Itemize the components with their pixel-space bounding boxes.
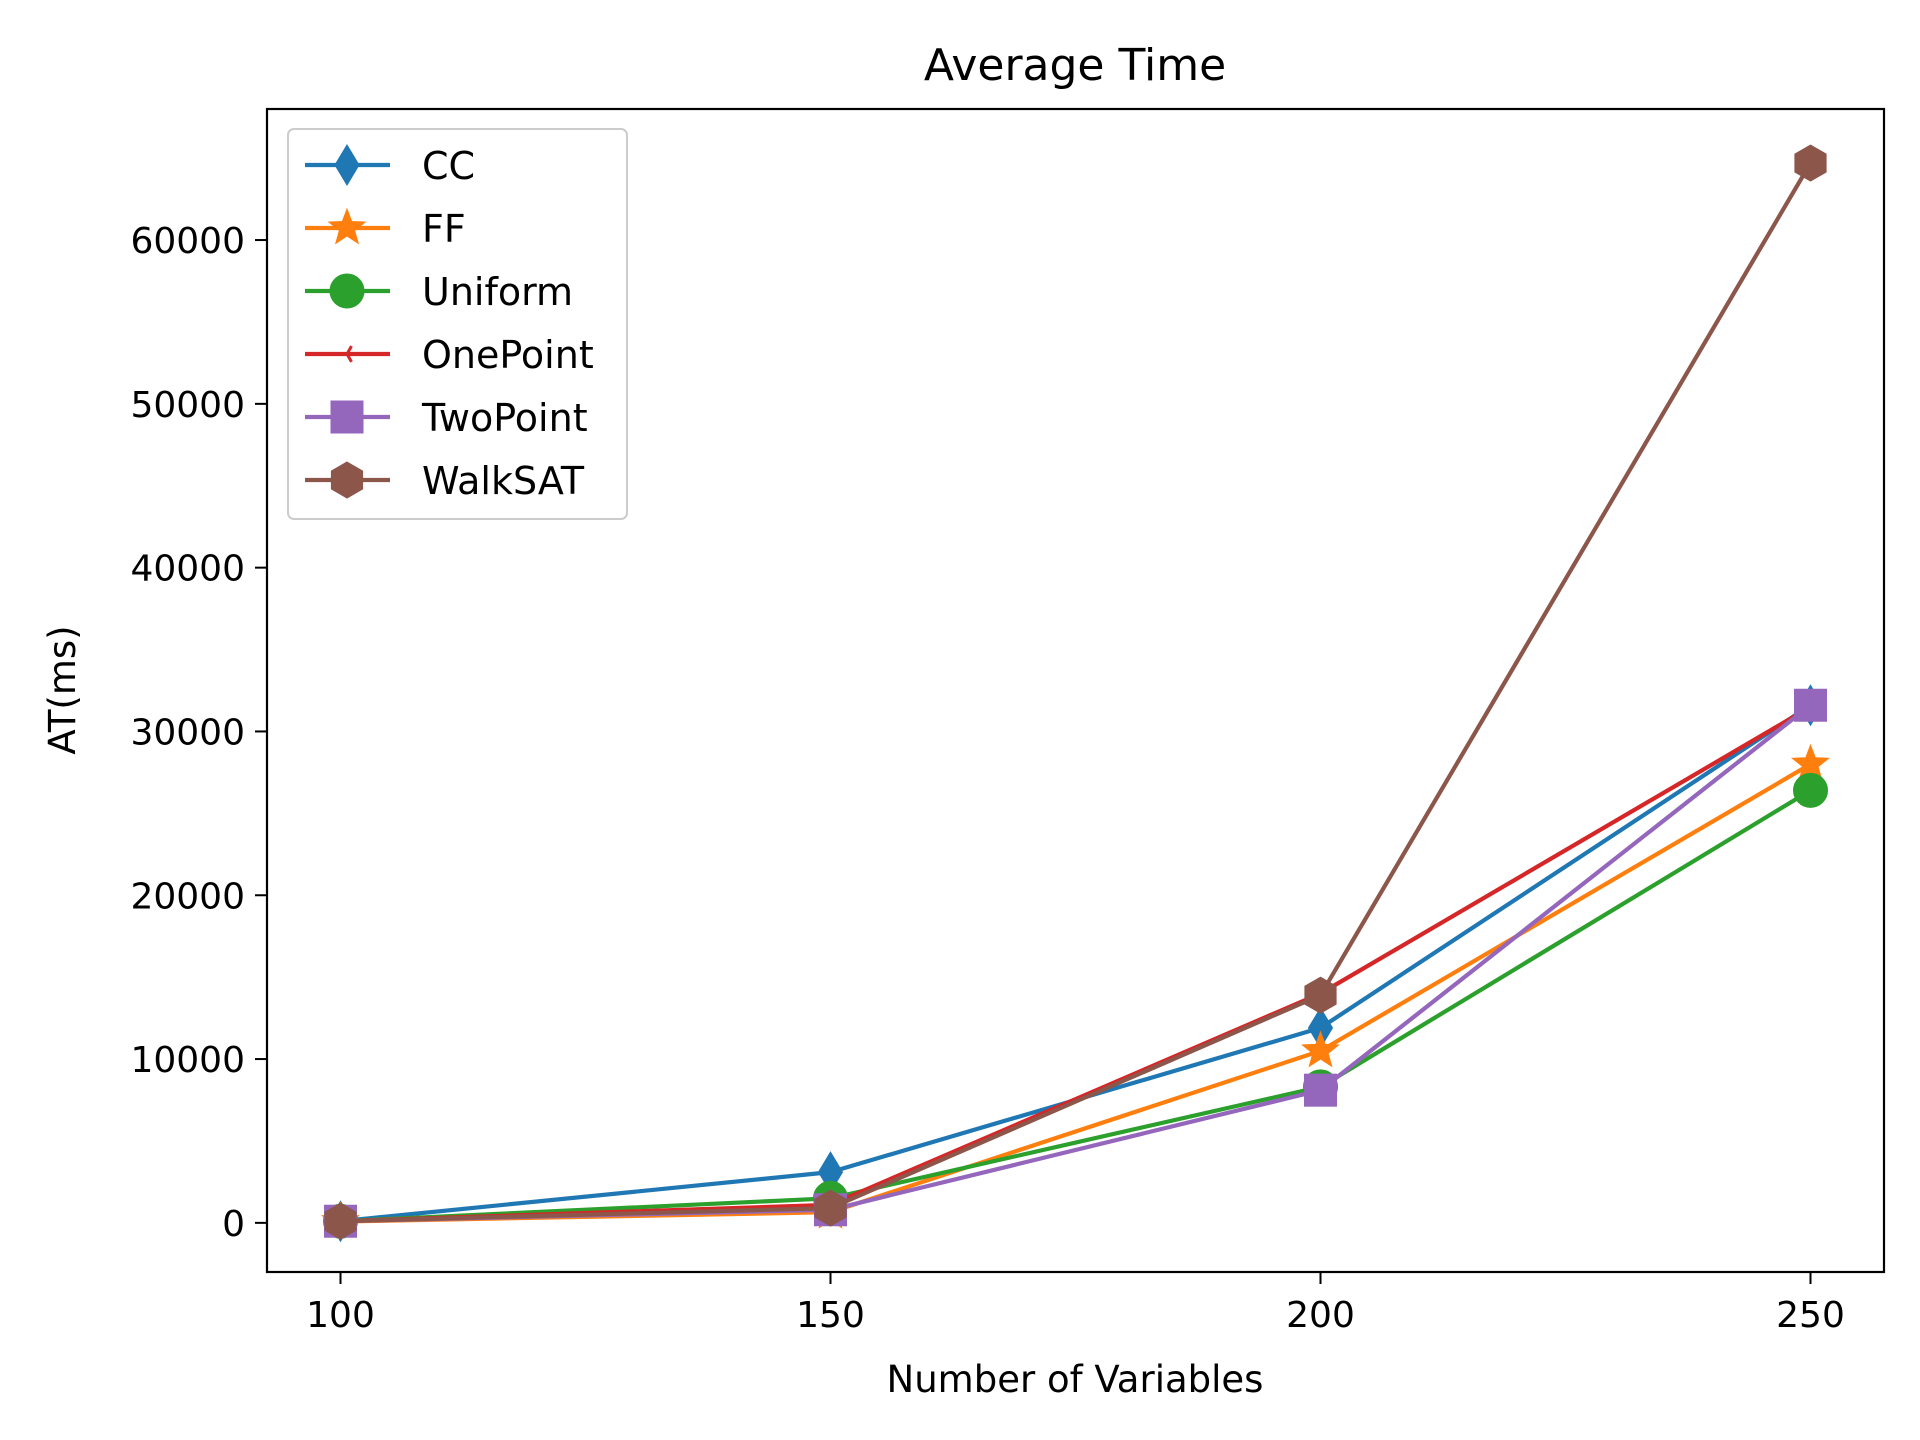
series-line-uniform	[340, 788, 1812, 1224]
y-tick-label: 40000	[130, 549, 245, 590]
legend-label: WalkSAT	[422, 459, 585, 503]
legend-label: Uniform	[422, 270, 573, 314]
x-axis: 100 150 200 250	[306, 1272, 1845, 1336]
legend-item-uniform: Uniform	[305, 270, 573, 314]
legend-marker-onepoint	[338, 345, 353, 363]
legend-marker-walksat	[330, 461, 364, 499]
series-layer	[321, 144, 1830, 1243]
data-point-uniform-3	[1793, 772, 1828, 808]
data-point-walksat-2	[1304, 976, 1337, 1014]
y-axis-label: AT(ms)	[41, 625, 84, 754]
legend-item-ff: FF	[305, 207, 466, 251]
y-tick-label: 60000	[130, 221, 245, 262]
legend-item-cc: CC	[305, 144, 475, 188]
x-axis-label: Number of Variables	[887, 1358, 1264, 1401]
legend: CC FF Uniform OnePoint TwoPoint WalkSAT	[287, 128, 628, 520]
data-point-twopoint-3	[1794, 688, 1827, 722]
legend-marker-ff	[327, 207, 367, 245]
series-walksat	[324, 144, 1827, 1240]
data-point-walksat-0	[324, 1202, 357, 1240]
x-tick-label: 200	[1286, 1295, 1355, 1336]
data-point-twopoint-2	[1304, 1073, 1337, 1107]
legend-marker-twopoint	[330, 400, 364, 434]
legend-label: CC	[422, 144, 475, 188]
y-axis: 0 10000 20000 30000 40000 50000 60000	[130, 221, 267, 1245]
y-tick-label: 30000	[130, 712, 245, 753]
y-tick-label: 50000	[130, 385, 245, 426]
x-tick-label: 250	[1776, 1295, 1845, 1336]
legend-label: FF	[422, 207, 466, 251]
plot-frame	[265, 107, 1886, 1274]
legend-item-twopoint: TwoPoint	[305, 396, 588, 440]
series-line-walksat	[340, 162, 1813, 1224]
legend-label: TwoPoint	[421, 396, 588, 440]
legend-item-onepoint: OnePoint	[305, 333, 594, 377]
legend-item-walksat: WalkSAT	[305, 459, 585, 503]
data-point-ff-3	[1791, 743, 1830, 781]
data-point-ff-2	[1301, 1030, 1340, 1068]
y-tick-label: 10000	[130, 1040, 245, 1081]
data-point-walksat-3	[1794, 144, 1827, 182]
legend-label: OnePoint	[422, 333, 594, 377]
legend-marker-uniform	[329, 273, 365, 309]
x-tick-label: 100	[306, 1295, 375, 1336]
legend-marker-cc	[334, 144, 360, 186]
y-tick-label: 20000	[130, 876, 245, 917]
x-tick-label: 150	[796, 1295, 865, 1336]
chart-title: Average Time	[924, 40, 1226, 91]
data-point-walksat-1	[814, 1189, 847, 1227]
y-tick-label: 0	[222, 1204, 245, 1245]
